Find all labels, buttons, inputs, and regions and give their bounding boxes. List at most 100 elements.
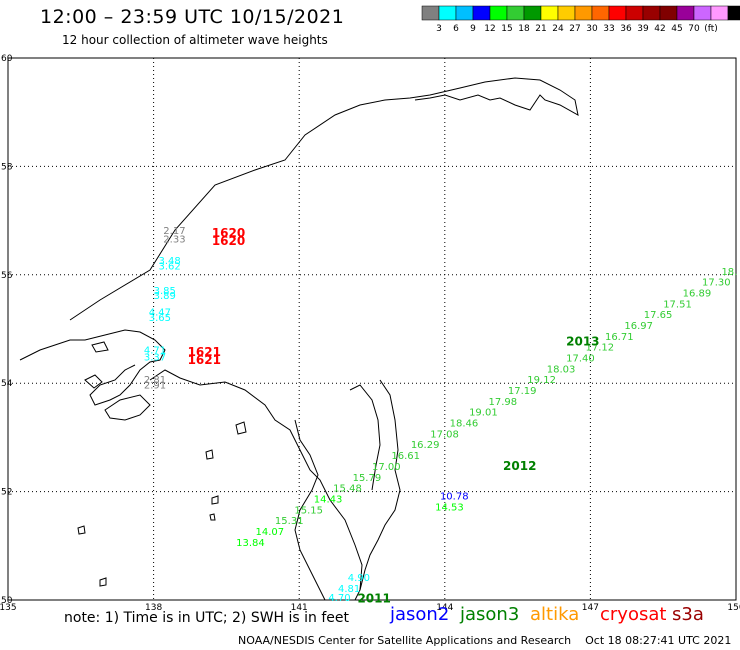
colorbar-swatch [642, 5, 661, 21]
colorbar-label: 30 [586, 24, 598, 34]
wave-height-label: 15.48 [333, 484, 362, 495]
colorbar-swatch [693, 5, 712, 21]
credit-line: NOAA/NESDIS Center for Satellite Applica… [238, 634, 731, 647]
wave-height-label: 19.01 [469, 408, 498, 419]
wave-height-label: 13.84 [236, 538, 265, 549]
wave-height-label: 18. [721, 267, 737, 278]
island-7 [77, 525, 86, 535]
wave-height-label: 16.61 [391, 451, 420, 462]
wave-height-label: 4.81 [338, 584, 360, 595]
coast-sakhalin-west [349, 384, 381, 491]
pass-time-label: 1621 [188, 345, 221, 359]
wave-height-label: 17.00 [372, 462, 401, 473]
coast-west [19, 329, 166, 406]
colorbar-label: 9 [470, 24, 476, 34]
wave-height-label: 18.46 [450, 419, 479, 430]
wave-height-label: 2.33 [163, 234, 185, 245]
satellite-jason2: jason2 [390, 604, 450, 625]
colorbar-swatch [710, 5, 729, 21]
wave-height-label: 3.85 [154, 286, 176, 297]
island-3 [91, 341, 109, 353]
island-4 [235, 421, 247, 435]
colorbar-swatch [472, 5, 491, 21]
coast-north [69, 77, 579, 321]
wave-height-label: 16.97 [624, 321, 653, 332]
pass-time-label: 2012 [503, 459, 536, 473]
wave-height-label: 17.12 [586, 343, 615, 354]
colorbar-swatch [676, 5, 695, 21]
graticule: 135 138 141 144 147 150 60 58 56 54 52 50 [0, 54, 740, 613]
page-title: 12:00 – 23:59 UTC 10/15/2021 [40, 6, 345, 28]
wave-height-label: 16.29 [411, 440, 440, 451]
wave-height-points: 2.172.33 3.483.62 3.853.89 4.473.65 4.713.37… [144, 226, 737, 604]
colorbar-swatch [438, 5, 457, 21]
wave-height-label: 17.30 [702, 278, 731, 289]
wave-height-label: 14.43 [314, 494, 343, 505]
footnote: note: 1) Time is in UTC; 2) SWH is in fe… [64, 610, 350, 626]
wave-height-label: 3.89 [154, 291, 176, 302]
colorbar: 3 6 9 12 15 18 21 24 27 30 33 36 39 42 45 70 (ft) [421, 5, 740, 34]
colorbar-label: 18 [518, 24, 530, 34]
wave-height-label: 14.07 [256, 527, 285, 538]
wave-height-label: 17.51 [663, 299, 692, 310]
island-2 [84, 374, 103, 389]
wave-height-label: 4.90 [348, 573, 370, 584]
island-1 [104, 394, 151, 421]
wave-height-label: 16.89 [683, 288, 712, 299]
lat-tick-label: 58 [1, 162, 13, 172]
wave-height-label: 2.81 [144, 375, 166, 386]
wave-height-label: 19.12 [527, 375, 556, 386]
satellite-jason3: jason3 [460, 604, 520, 625]
pass-time-label: 1620 [212, 234, 245, 248]
colorbar-label: 24 [552, 24, 564, 34]
colorbar-swatch [574, 5, 593, 21]
wave-height-label: 17.08 [430, 429, 459, 440]
island-9 [99, 577, 107, 587]
wave-height-label: 15.31 [275, 516, 304, 527]
colorbar-label: 45 [671, 24, 682, 34]
colorbar-swatch [591, 5, 610, 21]
pass-time-label: 1621 [188, 353, 221, 367]
lon-tick-label: 141 [291, 603, 308, 613]
colorbar-swatch [659, 5, 678, 21]
colorbar-swatch [727, 5, 740, 21]
wave-height-label: 3.65 [149, 313, 171, 324]
island-8 [209, 513, 216, 521]
timestamp: Oct 18 08:27:41 UTC 2021 [585, 634, 732, 647]
lon-tick-label: 138 [145, 603, 162, 613]
wave-height-label: 3.37 [144, 352, 166, 363]
wave-height-label: 18.03 [547, 364, 576, 375]
pass-time-label: 2011 [357, 592, 390, 606]
lon-tick-label: 144 [436, 603, 453, 613]
lon-tick-label: 150 [727, 603, 740, 613]
credit-text: NOAA/NESDIS Center for Satellite Applica… [238, 634, 572, 647]
wave-height-label: 4.71 [144, 345, 166, 356]
wave-height-label: 17.98 [488, 397, 517, 408]
colorbar-label: 39 [637, 24, 649, 34]
colorbar-swatch [523, 5, 542, 21]
island-5 [205, 449, 214, 460]
wave-height-label: 17.40 [566, 354, 595, 365]
colorbar-swatch [557, 5, 576, 21]
colorbar-swatch [540, 5, 559, 21]
colorbar-swatch [455, 5, 474, 21]
wave-height-label: 17.19 [508, 386, 537, 397]
lon-tick-label: 147 [582, 603, 599, 613]
colorbar-label: 21 [535, 24, 546, 34]
page-subtitle: 12 hour collection of altimeter wave hei… [62, 33, 328, 47]
lat-tick-label: 56 [1, 271, 13, 281]
wave-height-label: 10.78 [440, 492, 469, 503]
colorbar-swatch [608, 5, 627, 21]
colorbar-label: 6 [453, 24, 459, 34]
colorbar-label: 42 [654, 24, 665, 34]
island-6 [211, 495, 219, 505]
satellite-cryosat: cryosat [600, 604, 667, 625]
colorbar-swatch [625, 5, 644, 21]
satellite-s3a: s3a [672, 604, 704, 625]
colorbar-label: 15 [501, 24, 512, 34]
colorbar-label: 12 [484, 24, 495, 34]
wave-height-label: 3.62 [158, 261, 180, 272]
colorbar-swatch [421, 5, 440, 21]
